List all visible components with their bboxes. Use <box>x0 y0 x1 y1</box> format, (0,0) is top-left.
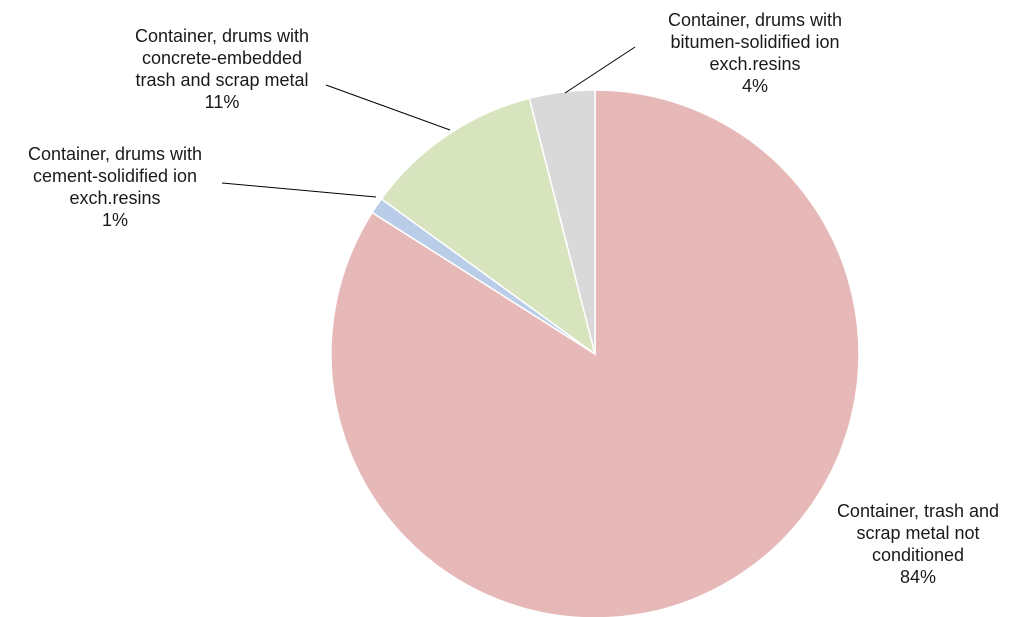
slice-label-line: bitumen-solidified ion <box>670 32 839 52</box>
slice-label-line: Container, drums with <box>135 26 309 46</box>
slice-trash-scrap-not-conditioned <box>330 89 860 617</box>
slice-label-line: Container, drums with <box>668 10 842 30</box>
slice-label-line: scrap metal not <box>856 523 979 543</box>
leader-line <box>325 84 451 131</box>
slice-label-line: conditioned <box>872 545 964 565</box>
slice-percent-label: 1% <box>102 210 128 230</box>
slice-concrete-embedded-trash <box>380 97 597 356</box>
slice-label-line: cement-solidified ion <box>33 166 197 186</box>
slice-label-line: Container, trash and <box>837 501 999 521</box>
slice-label-line: trash and scrap metal <box>135 70 308 90</box>
slice-bitumen-solidified-resins <box>528 89 596 355</box>
slice-label-line: Container, drums with <box>28 144 202 164</box>
slice-label: Container, drums with cement-solidified i… <box>28 144 202 230</box>
pie-slices <box>330 89 860 617</box>
slice-labels: Container, trash and scrap metal not condi… <box>28 10 999 587</box>
slice-label: Container, drums with bitumen-solidified … <box>668 10 842 96</box>
slice-percent-label: 84% <box>900 567 936 587</box>
slice-label-line: concrete-embedded <box>142 48 302 68</box>
leader-lines <box>221 46 636 198</box>
slice-label-line: exch.resins <box>69 188 160 208</box>
slice-label: Container, trash and scrap metal not condi… <box>837 501 999 587</box>
slice-label-line: exch.resins <box>709 54 800 74</box>
slice-percent-label: 4% <box>742 76 768 96</box>
leader-line <box>221 182 377 198</box>
leader-line <box>564 46 636 94</box>
slice-percent-label: 11% <box>205 92 240 112</box>
slice-label: Container, drums with concrete-embedded tr… <box>135 26 309 112</box>
